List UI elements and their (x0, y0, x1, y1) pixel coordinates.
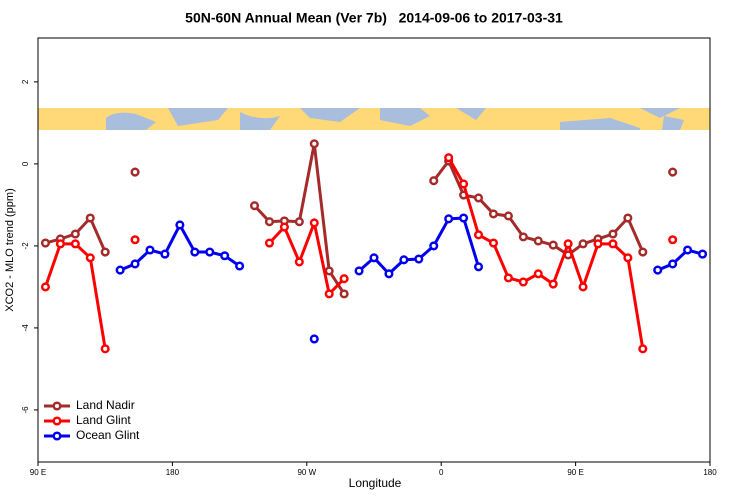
data-point (533, 236, 543, 246)
data-point (518, 232, 528, 242)
data-point (593, 239, 603, 249)
y-axis-label: XCO2 - MLO trend (ppm) (4, 188, 16, 311)
data-point (40, 282, 51, 292)
data-point (160, 249, 170, 259)
data-point (354, 266, 364, 276)
data-point (473, 262, 484, 272)
x-tick-label: 0 (439, 468, 444, 477)
data-point (488, 238, 499, 248)
y-tick-label: -6 (21, 406, 30, 414)
data-point (653, 265, 663, 275)
data-point (130, 259, 140, 269)
data-point (473, 193, 484, 203)
data-point (130, 167, 140, 177)
data-point (638, 344, 648, 354)
legend-swatch-marker (52, 416, 62, 426)
data-point (459, 179, 469, 189)
data-point (623, 213, 633, 223)
y-tick-label: 0 (21, 161, 30, 166)
data-point (697, 249, 708, 259)
data-point (100, 344, 110, 354)
data-point (459, 213, 469, 223)
data-point (399, 255, 409, 265)
data-point (444, 153, 454, 163)
series-line (45, 158, 672, 349)
data-point (264, 217, 275, 227)
data-point (429, 241, 439, 251)
x-tick-label: 90 E (30, 468, 46, 477)
data-point (533, 269, 543, 279)
x-axis-label: Longitude (349, 476, 402, 490)
data-point (623, 253, 633, 263)
data-point (668, 167, 678, 177)
legend-swatch-marker (52, 431, 62, 441)
data-point (488, 209, 499, 219)
legend-swatch-marker (52, 401, 62, 411)
data-point (548, 240, 558, 250)
data-point (130, 235, 140, 245)
data-point (563, 239, 573, 249)
data-point (235, 261, 245, 271)
data-point (85, 253, 95, 263)
data-point (309, 139, 319, 149)
data-point (668, 235, 678, 245)
legend-label: Ocean Glint (76, 428, 140, 442)
data-point (145, 245, 155, 255)
data-point (339, 274, 349, 284)
data-point (473, 230, 484, 240)
data-point (115, 265, 125, 275)
plot-frame (37, 37, 711, 463)
data-point (175, 220, 185, 230)
y-tick-label: -4 (21, 324, 30, 332)
data-point (578, 239, 588, 249)
data-point (70, 229, 80, 239)
data-point (294, 257, 304, 267)
data-point (190, 247, 200, 257)
data-point (668, 259, 678, 269)
data-point (324, 266, 334, 276)
data-point (55, 239, 65, 249)
data-point (264, 238, 275, 248)
data-point (548, 279, 558, 289)
y-tick-label: -2 (21, 242, 30, 250)
data-point (294, 217, 304, 227)
y-tick-label: 2 (21, 79, 30, 84)
data-point (638, 247, 648, 257)
data-point (339, 289, 349, 299)
data-point (309, 334, 319, 344)
chart-title: 50N-60N Annual Mean (Ver 7b) 2014-09-06 … (185, 10, 563, 26)
data-point (608, 239, 618, 249)
data-point (279, 222, 289, 232)
data-point (220, 251, 230, 261)
data-point (324, 289, 334, 299)
legend-label: Land Nadir (76, 398, 135, 412)
data-point (444, 214, 454, 224)
data-point (70, 239, 80, 249)
data-point (369, 253, 379, 263)
map-strip (38, 108, 710, 130)
data-point (384, 269, 394, 279)
data-point (100, 247, 110, 257)
data-point (578, 282, 588, 292)
data-point (608, 229, 618, 239)
data-point (249, 201, 260, 211)
data-point (429, 176, 439, 186)
data-point (503, 211, 513, 221)
data-point (414, 254, 424, 264)
data-point (518, 277, 528, 287)
x-tick-label: 180 (166, 468, 180, 477)
data-point (85, 213, 95, 223)
x-tick-label: 180 (703, 468, 717, 477)
x-tick-label: 90 W (297, 468, 316, 477)
x-tick-label: 90 E (567, 468, 583, 477)
data-point (205, 247, 215, 257)
legend-label: Land Glint (76, 413, 131, 427)
data-point (503, 273, 513, 283)
data-point (683, 245, 693, 255)
data-point (309, 218, 319, 228)
data-point (40, 238, 51, 248)
